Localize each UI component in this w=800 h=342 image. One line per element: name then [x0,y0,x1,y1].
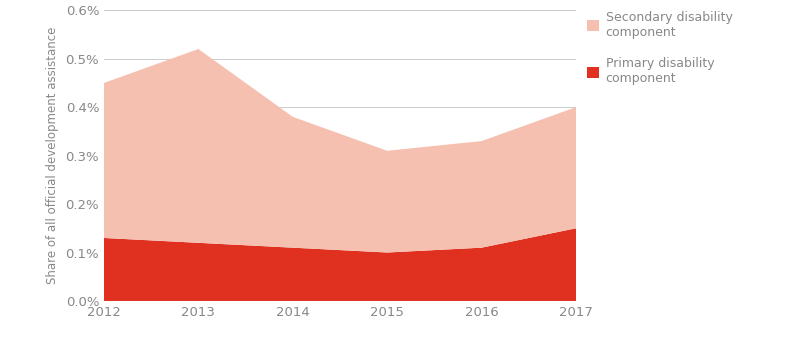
Legend: Secondary disability
component, Primary disability
component: Secondary disability component, Primary … [587,11,733,86]
Y-axis label: Share of all official development assistance: Share of all official development assist… [46,27,58,284]
